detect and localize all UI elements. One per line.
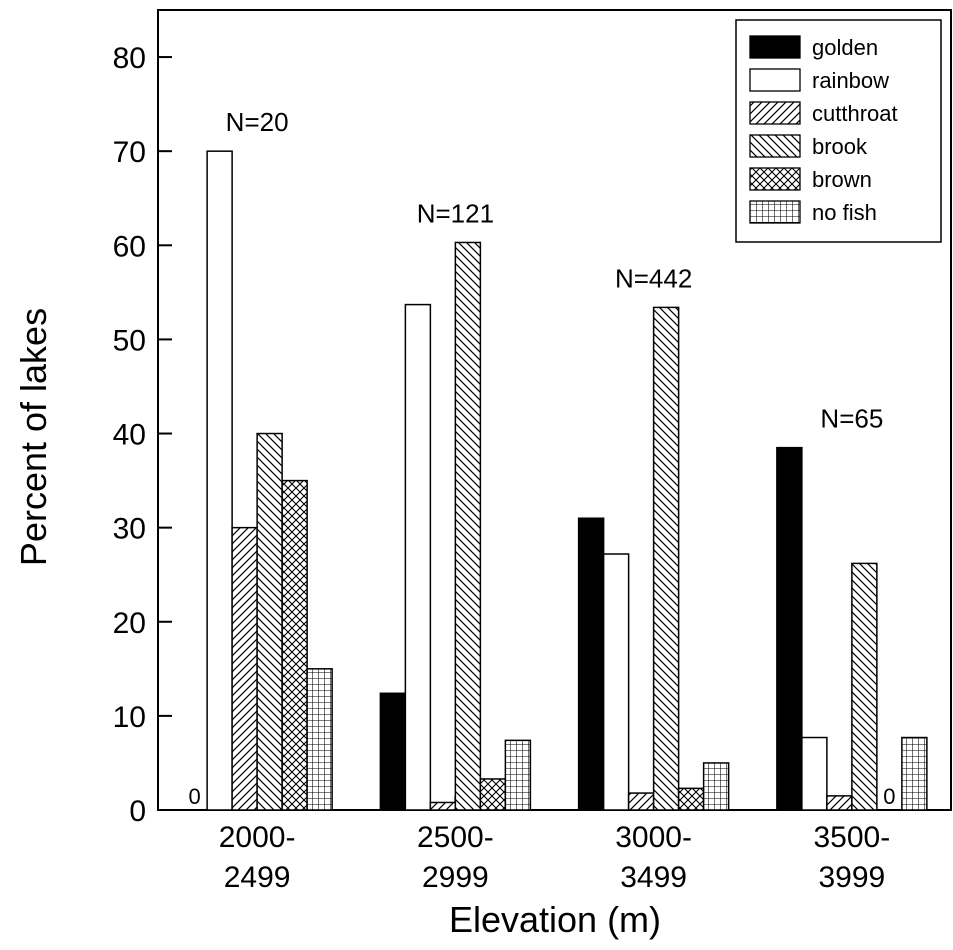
bar-cutthroat-1 <box>429 801 457 811</box>
x-tick-label-line2: 2999 <box>422 861 489 894</box>
bar-no-fish-3 <box>901 736 928 811</box>
bar-cutthroat-0 <box>231 526 258 811</box>
x-tick-label-line1: 3000- <box>615 821 692 854</box>
n-label: N=121 <box>417 198 494 228</box>
n-label: N=65 <box>820 404 883 434</box>
bar-rainbow-3 <box>801 736 828 811</box>
x-tick-label-line2: 3499 <box>620 861 687 894</box>
y-axis: 0 10 20 30 40 50 60 70 80 <box>113 42 172 828</box>
plot-border <box>157 9 952 811</box>
bar-cutthroat-2 <box>627 792 655 811</box>
y-axis-label: Percent of lakes <box>13 308 54 566</box>
bar-brook-1 <box>454 241 482 811</box>
bar-brook-3 <box>851 562 878 811</box>
bar-brook-0 <box>256 432 283 811</box>
bar-no-fish-0 <box>306 668 333 811</box>
y-tick-label: 50 <box>113 324 146 357</box>
bar-brown-0 <box>281 479 308 811</box>
y-tick-label: 60 <box>113 230 146 263</box>
legend-swatch-rainbow <box>749 68 801 92</box>
x-axis: 2000- 2499 2500- 2999 3000- 3499 3500- 3999 <box>219 796 890 894</box>
bar-cutthroat-3 <box>826 795 853 811</box>
legend-swatch-golden <box>749 35 801 59</box>
y-tick-label: 70 <box>113 136 146 169</box>
legend: golden rainbow cutthroat brook brown no fish <box>735 19 942 243</box>
legend-label: rainbow <box>812 68 889 93</box>
bar-golden-2 <box>577 517 605 811</box>
legend-label: brook <box>812 134 868 159</box>
zero-label: 0 <box>189 784 201 809</box>
legend-swatch-brook <box>749 134 801 158</box>
y-tick-label: 80 <box>113 42 146 75</box>
bar-rainbow-2 <box>602 553 630 811</box>
y-tick-label: 0 <box>129 795 146 828</box>
legend-swatch-brown <box>749 167 801 191</box>
y-tick-label: 20 <box>113 607 146 640</box>
bar-golden-1 <box>379 692 407 811</box>
bar-no-fish-1 <box>504 739 532 811</box>
bar-rainbow-0 <box>206 150 233 811</box>
legend-label: cutthroat <box>812 101 898 126</box>
y-tick-label: 40 <box>113 419 146 452</box>
bar-brook-2 <box>652 306 680 811</box>
bar-brown-2 <box>677 787 705 811</box>
x-axis-label: Elevation (m) <box>449 899 661 940</box>
bar-no-fish-2 <box>702 762 730 811</box>
legend-label: brown <box>812 167 872 192</box>
x-tick-label-line1: 2000- <box>219 821 296 854</box>
bars <box>206 150 928 811</box>
n-label: N=442 <box>615 263 692 293</box>
y-tick-label: 30 <box>113 513 146 546</box>
x-tick-label-line2: 3999 <box>819 861 886 894</box>
x-tick-label-line2: 2499 <box>224 861 291 894</box>
x-tick-label-line1: 3500- <box>814 821 891 854</box>
n-label: N=20 <box>226 107 289 137</box>
legend-swatch-no-fish <box>749 200 801 224</box>
legend-label: no fish <box>812 200 877 225</box>
legend-swatch-cutthroat <box>749 101 801 125</box>
plot-frame <box>157 9 952 811</box>
zero-label: 0 <box>883 784 895 809</box>
x-tick-label-line1: 2500- <box>417 821 494 854</box>
bar-golden-3 <box>776 446 803 811</box>
bar-rainbow-1 <box>404 303 432 811</box>
bar-brown-1 <box>479 778 507 811</box>
y-tick-label: 10 <box>113 701 146 734</box>
legend-label: golden <box>812 35 878 60</box>
annotations: N=20 N=121 N=442 N=65 0 0 <box>189 107 896 809</box>
